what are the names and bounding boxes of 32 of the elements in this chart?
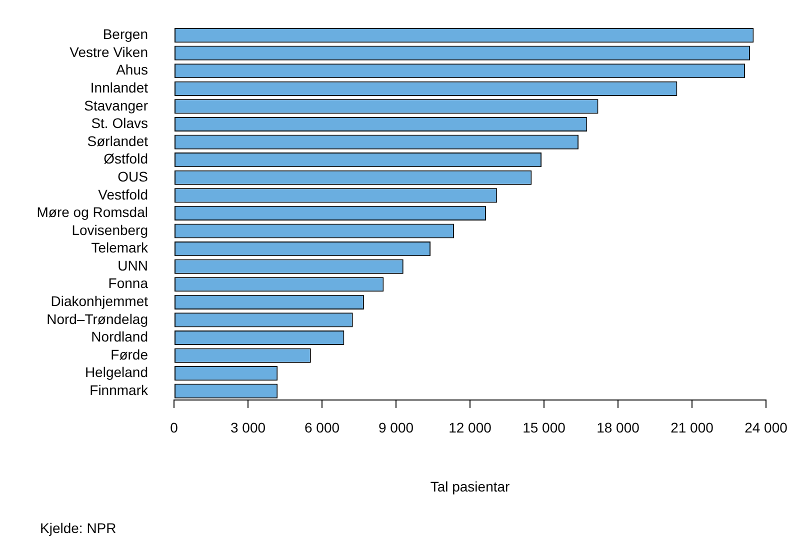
y-tick-label: Telemark [91,240,149,256]
y-tick-label: Østfold [104,150,148,167]
y-tick-label: Ahus [116,62,148,78]
y-tick-label: St. Olavs [91,115,148,132]
y-tick-label: Fonna [108,275,148,292]
y-tick-label: Helgeland [84,364,148,380]
x-tick-label: 6 000 [304,419,340,436]
text: Kjelde: NPR [40,520,116,536]
y-tick-label: Førde [110,346,148,362]
y-tick-label: Lovisenberg [72,222,148,238]
x-axis-title: Tal pasientar [430,478,510,494]
x-tick-label: 3 000 [230,419,266,436]
y-tick-label: Vestre Viken [70,44,148,60]
x-tick-label: 12 000 [448,419,492,436]
x-tick-label: 18 000 [596,419,640,436]
y-tick-label: Nord–Trøndelag [46,310,148,327]
y-tick-label: UNN [118,257,148,274]
y-tick-label: Møre og Romsdal [36,204,148,220]
x-tick-label: 21 000 [670,419,714,436]
y-tick-label: Diakonhjemmet [50,293,148,310]
y-tick-label: Sørlandet [87,132,148,149]
y-tick-label: Innlandet [90,80,148,96]
y-tick-label: Stavanger [84,97,148,114]
x-tick-label: 24 000 [744,419,788,436]
y-tick-label: OUS [118,168,148,184]
x-tick-label: 9 000 [378,419,414,436]
y-tick-label: Bergen [102,26,148,42]
y-tick-label: Finnmark [90,382,149,398]
y-tick-label: Nordland [91,328,148,345]
x-tick-label: 0 [170,419,178,436]
x-tick-label: 15 000 [522,419,566,436]
y-tick-label: Vestfold [98,186,148,202]
